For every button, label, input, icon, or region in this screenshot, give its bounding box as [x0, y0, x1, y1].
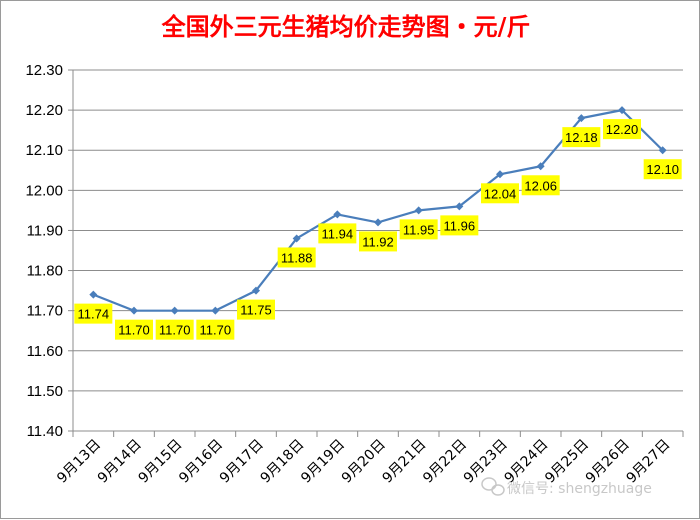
- x-tick-label: 9月22日: [420, 437, 470, 487]
- watermark: 微信号: shengzhuage: [481, 477, 652, 497]
- x-tick-label: 9月14日: [95, 437, 145, 487]
- data-label-text: 11.92: [362, 234, 394, 249]
- y-tick-label: 11.50: [27, 383, 63, 400]
- data-label: 11.70: [115, 319, 153, 340]
- data-point: [211, 306, 220, 315]
- data-point: [333, 210, 342, 219]
- data-label: 12.18: [562, 127, 601, 148]
- data-point: [170, 306, 179, 315]
- data-label-text: 11.88: [281, 250, 313, 265]
- data-point: [89, 290, 98, 299]
- y-tick-label: 12.00: [25, 182, 63, 199]
- data-label-box: [277, 247, 316, 268]
- y-tick-label: 11.40: [27, 423, 63, 440]
- x-tick-label: 9月27日: [623, 437, 673, 487]
- data-label-box: [318, 223, 357, 244]
- data-label-text: 12.04: [484, 186, 517, 201]
- data-label-box: [643, 159, 682, 180]
- data-label: 12.20: [603, 119, 641, 140]
- data-label-text: 11.75: [240, 303, 272, 318]
- y-tick-labels: 11.40 11.50 11.60 11.70 11.80 11.90 12.00 12.10…: [25, 62, 63, 440]
- data-label-box: [359, 231, 397, 252]
- data-point: [455, 202, 464, 211]
- data-point: [536, 162, 545, 171]
- x-tick-label: 9月17日: [217, 437, 267, 487]
- x-tick-label: 9月15日: [135, 437, 185, 487]
- y-tick-label: 11.60: [27, 343, 63, 360]
- x-tick-labels: 9月13日9月14日9月15日9月16日9月17日9月18日9月19日9月20日…: [54, 437, 673, 487]
- data-label-box: [481, 183, 519, 204]
- data-label: 11.94: [318, 223, 357, 244]
- data-label: 11.70: [196, 319, 235, 340]
- data-point: [577, 114, 586, 123]
- data-label-text: 12.06: [524, 178, 557, 193]
- data-label-text: 11.70: [118, 323, 150, 338]
- data-point: [618, 106, 626, 115]
- data-label-box: [440, 215, 479, 236]
- data-label-box: [603, 119, 641, 140]
- data-label-box: [562, 127, 601, 148]
- data-label-box: [155, 319, 194, 340]
- data-label: 11.74: [74, 303, 113, 324]
- data-label-box: [115, 319, 153, 340]
- data-label: 12.10: [643, 159, 682, 180]
- x-tick-label: 9月24日: [501, 437, 551, 487]
- data-label: 11.92: [359, 231, 397, 252]
- y-tick-label: 12.10: [25, 142, 63, 159]
- y-tick-label: 11.90: [27, 222, 63, 239]
- data-point: [292, 234, 301, 243]
- data-label-text: 11.70: [200, 323, 232, 338]
- data-label-box: [521, 175, 560, 196]
- axes: [68, 69, 684, 437]
- data-point: [252, 286, 260, 295]
- data-point: [658, 146, 667, 155]
- data-point: [374, 218, 382, 227]
- data-label: 11.75: [237, 299, 275, 320]
- data-label-text: 12.20: [606, 122, 639, 137]
- y-tick-label: 11.70: [27, 303, 63, 320]
- data-label-text: 12.10: [646, 162, 679, 177]
- data-label: 11.96: [440, 215, 479, 236]
- y-tick-label: 12.30: [25, 62, 63, 79]
- data-point: [496, 170, 504, 179]
- data-labels: 11.74 11.70 11.70 11.70 11.75 11.88 11.94 11.92…: [74, 119, 682, 340]
- chart-title: 全国外三元生猪均价走势图・元/斤: [161, 12, 531, 41]
- x-tick-label: 9月19日: [298, 437, 348, 487]
- y-tick-label: 12.20: [25, 102, 63, 119]
- wechat-icon: [481, 477, 505, 496]
- data-point: [414, 206, 423, 215]
- data-label: 12.06: [521, 175, 560, 196]
- gridlines: [73, 69, 683, 392]
- x-tick-label: 9月13日: [54, 437, 104, 487]
- x-tick-label: 9月21日: [379, 437, 429, 487]
- data-label-box: [74, 303, 113, 324]
- data-label-box: [399, 219, 438, 240]
- data-label: 11.95: [399, 219, 438, 240]
- x-tick-label: 9月20日: [339, 437, 389, 487]
- data-label: 11.88: [277, 247, 316, 268]
- data-label-text: 12.18: [565, 130, 598, 145]
- data-label: 12.04: [481, 183, 519, 204]
- x-tick-label: 9月25日: [542, 437, 592, 487]
- x-tick-label: 9月16日: [176, 437, 226, 487]
- data-label-text: 11.74: [78, 307, 110, 322]
- x-tick-label: 9月18日: [257, 437, 307, 487]
- data-label-box: [196, 319, 235, 340]
- watermark-text: 微信号: shengzhuage: [507, 481, 652, 497]
- y-tick-label: 11.80: [27, 263, 63, 280]
- data-point: [130, 306, 138, 315]
- data-label-box: [237, 299, 275, 320]
- data-label-text: 11.95: [403, 222, 435, 237]
- data-label-text: 11.70: [159, 323, 191, 338]
- data-label: 11.70: [155, 319, 194, 340]
- data-label-text: 11.94: [322, 226, 354, 241]
- series-markers: [89, 106, 667, 315]
- data-label-text: 11.96: [444, 218, 476, 233]
- x-tick-label: 9月26日: [583, 437, 633, 487]
